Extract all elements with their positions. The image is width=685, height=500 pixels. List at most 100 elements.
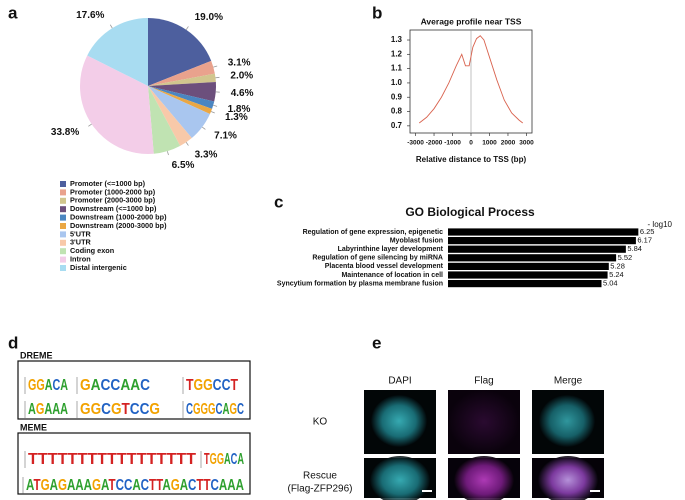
legend-label: Promoter (2000-3000 bp) xyxy=(70,196,156,205)
pie-slice xyxy=(148,86,181,154)
label-tick xyxy=(210,111,215,114)
legend-swatch xyxy=(60,189,66,196)
panel-label: c xyxy=(274,192,283,211)
pie-slice xyxy=(87,18,148,86)
legend-label: Promoter (1000-2000 bp) xyxy=(70,187,156,196)
nucleus xyxy=(538,456,598,500)
category-label: Regulation of gene silencing by miRNA xyxy=(312,255,443,262)
slice-label: 4.6% xyxy=(231,88,254,99)
motif-title: DREME xyxy=(20,350,53,360)
y-tick-label: 1.0 xyxy=(391,78,403,87)
slice-label: 2.0% xyxy=(230,71,253,82)
legend-label: Promoter (<=1000 bp) xyxy=(70,179,146,188)
legend-swatch xyxy=(60,231,66,238)
bar xyxy=(448,237,636,245)
row-sublabel: (Flag-ZFP296) xyxy=(287,484,352,495)
nucleus xyxy=(370,456,430,500)
row-label: KO xyxy=(313,417,328,428)
panel-label: e xyxy=(372,333,381,352)
image xyxy=(448,390,520,454)
legend-label: Intron xyxy=(70,255,91,264)
value-label: 5.52 xyxy=(618,253,633,262)
legend-swatch xyxy=(60,214,66,221)
label-tick xyxy=(166,151,169,156)
nucleus xyxy=(371,395,427,447)
legend-label: 5'UTR xyxy=(70,229,92,238)
label-tick xyxy=(109,24,113,29)
motif-logo: GGCGTCCG xyxy=(80,401,160,418)
x-axis-label: Relative distance to TSS (bp) xyxy=(416,155,527,164)
x-tick-label: 2000 xyxy=(501,140,516,147)
motif-logo: TGGACA xyxy=(204,451,244,468)
panel-label: a xyxy=(8,3,18,22)
motif-logo: GGACA xyxy=(28,377,68,394)
nucleus xyxy=(454,456,514,500)
panel-label: b xyxy=(372,3,382,22)
motif-box xyxy=(17,432,251,495)
x-tick-label: -3000 xyxy=(407,140,424,147)
category-label: Syncytium formation by plasma membrane f… xyxy=(277,280,443,287)
chart-title: Average profile near TSS xyxy=(421,16,522,26)
x-tick-label: 0 xyxy=(469,140,473,147)
slice-label: 1.3% xyxy=(225,112,248,123)
category-label: Maintenance of location in cell xyxy=(341,272,443,279)
legend-swatch xyxy=(60,265,66,271)
motif-title: MEME xyxy=(20,422,47,432)
column-label: Merge xyxy=(554,376,583,387)
category-label: Placenta blood vessel development xyxy=(325,263,444,270)
panel-label: d xyxy=(8,333,18,352)
pie-slice xyxy=(148,86,210,139)
motif-box xyxy=(17,360,251,420)
legend-swatch xyxy=(60,239,66,246)
legend-swatch xyxy=(60,206,66,213)
motif-logo: TGGCCT xyxy=(186,377,238,394)
value-label: 5.84 xyxy=(627,244,642,253)
legend-swatch xyxy=(60,223,66,229)
chart-title: GO Biological Process xyxy=(405,205,535,219)
legend-label: Downstream (1000-2000 bp) xyxy=(70,213,167,222)
value-label: 5.04 xyxy=(603,279,618,288)
motif-logo: GACCAAC xyxy=(80,377,150,394)
bar xyxy=(448,254,617,262)
value-label: 6.25 xyxy=(640,227,655,236)
slice-label: 1.8% xyxy=(228,104,251,115)
slice-label: 19.0% xyxy=(195,12,223,23)
nucleus xyxy=(539,395,595,447)
x-tick-label: -1000 xyxy=(444,140,461,147)
column-label: Flag xyxy=(474,376,493,387)
x-axis-label: - log10 xyxy=(648,220,673,229)
motif-logo: CGGGCAGC xyxy=(186,401,244,418)
legend-label: 3'UTR xyxy=(70,238,92,247)
y-tick-label: 0.9 xyxy=(391,92,403,101)
x-tick-label: -2000 xyxy=(426,140,443,147)
pie-slice xyxy=(148,18,212,86)
row-label: Rescue xyxy=(303,471,337,482)
legend-label: Downstream (<=1000 bp) xyxy=(70,204,157,213)
y-tick-label: 0.8 xyxy=(391,107,403,116)
y-tick-label: 1.3 xyxy=(391,35,403,44)
x-tick-label: 3000 xyxy=(519,140,534,147)
column-label: DAPI xyxy=(388,376,411,387)
slice-label: 3.3% xyxy=(195,149,218,160)
category-label: Myoblast fusion xyxy=(390,237,443,244)
value-label: 5.28 xyxy=(610,261,625,270)
value-label: 5.24 xyxy=(609,270,624,279)
pie-slice xyxy=(79,55,154,155)
bar xyxy=(448,271,608,279)
bar xyxy=(448,228,639,236)
bar xyxy=(448,245,626,253)
pie-slice xyxy=(148,60,215,86)
label-tick xyxy=(185,142,189,146)
value-label: 6.17 xyxy=(637,236,652,245)
legend-swatch xyxy=(60,248,66,255)
bar xyxy=(448,280,602,288)
category-label: Regulation of gene expression, epigeneti… xyxy=(303,229,444,236)
legend-label: Downstream (2000-3000 bp) xyxy=(70,221,167,230)
slice-label: 33.8% xyxy=(51,127,79,138)
pie-slice xyxy=(148,86,192,146)
motif-logo: TTTTTTTTTTTTTTTTT xyxy=(28,451,196,468)
category-label: Labyrinthine layer development xyxy=(338,246,444,253)
legend-label: Distal intergenic xyxy=(70,263,127,272)
motif-logo: ATGAGAAAGATCCACTTAGACTTCAAA xyxy=(26,477,244,494)
